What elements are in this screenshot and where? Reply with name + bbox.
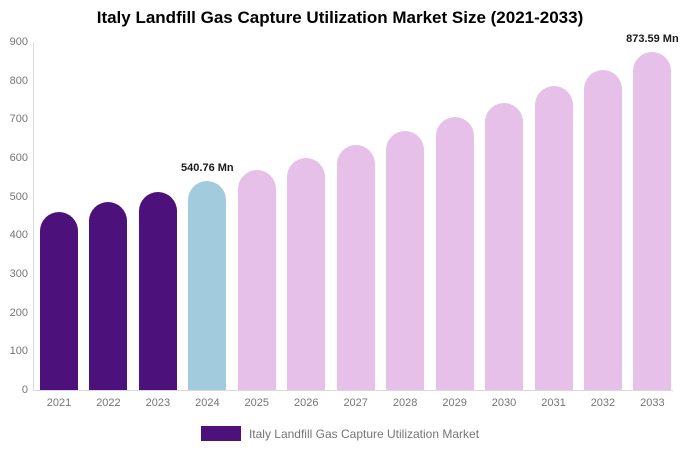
bar-2023[interactable] <box>138 191 177 390</box>
bar-2027[interactable] <box>336 144 375 390</box>
bar-2028[interactable] <box>386 131 425 390</box>
x-tick-2026: 2026 <box>294 397 319 409</box>
legend-swatch <box>200 426 241 441</box>
x-tick-2029: 2029 <box>442 397 467 409</box>
bar-2024[interactable] <box>188 180 227 390</box>
y-tick-700: 700 <box>9 113 28 126</box>
x-tick-2027: 2027 <box>343 397 368 409</box>
x-tick-2031: 2031 <box>541 397 566 409</box>
x-tick-2032: 2032 <box>590 397 616 409</box>
x-tick-2025: 2025 <box>244 397 270 409</box>
x-tick-2028: 2028 <box>392 397 418 409</box>
y-tick-600: 600 <box>9 152 28 164</box>
legend-label: Italy Landfill Gas Capture Utilization M… <box>248 426 480 441</box>
x-tick-2022: 2022 <box>96 397 121 409</box>
bar-2026[interactable] <box>287 157 326 390</box>
bar-2022[interactable] <box>89 202 128 390</box>
y-tick-900: 900 <box>9 36 28 48</box>
data-label-2024: 540.76 Mn <box>181 161 234 174</box>
y-tick-400: 400 <box>9 229 28 242</box>
y-tick-100: 100 <box>9 345 28 358</box>
x-axis-line <box>33 390 673 391</box>
x-tick-2023: 2023 <box>145 397 171 409</box>
y-tick-200: 200 <box>9 306 28 319</box>
bar-2031[interactable] <box>534 86 573 390</box>
y-tick-300: 300 <box>9 268 28 280</box>
chart-title: Italy Landfill Gas Capture Utilization M… <box>96 8 584 27</box>
data-label-2033: 873.59 Mn <box>626 33 679 46</box>
bar-2029[interactable] <box>435 117 474 390</box>
legend[interactable]: Italy Landfill Gas Capture Utilization M… <box>0 426 680 441</box>
bar-2033[interactable] <box>633 52 672 390</box>
x-tick-2024: 2024 <box>195 397 220 409</box>
x-tick-2030: 2030 <box>491 397 517 409</box>
y-tick-0: 0 <box>21 384 28 396</box>
y-axis-line <box>33 42 34 391</box>
bar-2025[interactable] <box>237 169 276 390</box>
y-tick-800: 800 <box>9 74 28 87</box>
x-tick-2033: 2033 <box>640 397 665 409</box>
bar-2030[interactable] <box>485 102 524 390</box>
x-tick-2021: 2021 <box>46 397 72 409</box>
bar-2021[interactable] <box>40 212 78 390</box>
y-tick-500: 500 <box>9 190 28 203</box>
bar-2032[interactable] <box>583 69 622 390</box>
